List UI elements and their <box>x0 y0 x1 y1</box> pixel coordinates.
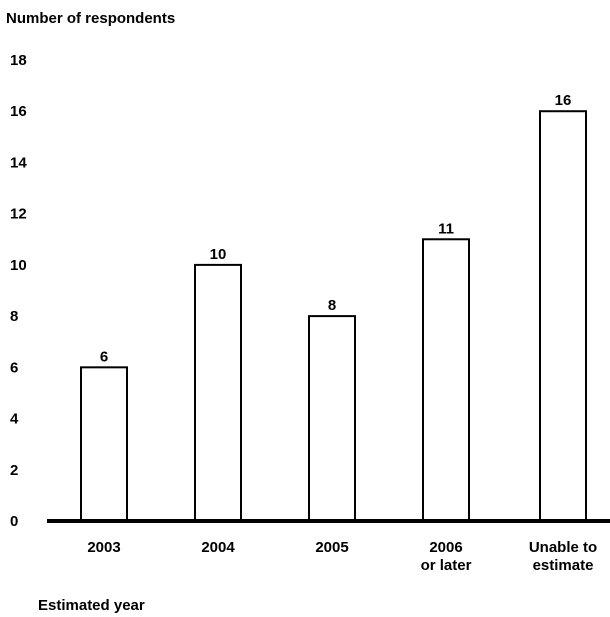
bar <box>422 238 470 522</box>
y-tick-label: 0 <box>10 513 18 530</box>
bar-value-label: 16 <box>555 92 572 109</box>
y-axis-title: Number of respondents <box>6 10 176 27</box>
y-tick-label: 4 <box>10 411 19 428</box>
y-tick-label: 18 <box>10 52 27 69</box>
x-tick-label: or later <box>421 557 472 574</box>
y-tick-label: 16 <box>10 103 27 120</box>
x-axis-title: Estimated year <box>38 597 145 614</box>
x-tick-label: 2005 <box>315 539 348 556</box>
bar-value-label: 8 <box>328 297 336 314</box>
y-tick-label: 8 <box>10 308 18 325</box>
y-tick-label: 2 <box>10 462 18 479</box>
x-tick-label: Unable to <box>529 539 597 556</box>
y-tick-label: 14 <box>10 154 27 171</box>
bar <box>194 263 242 522</box>
bar <box>308 315 356 522</box>
y-tick-label: 6 <box>10 359 18 376</box>
x-tick-label: estimate <box>533 557 594 574</box>
bar <box>80 366 128 523</box>
y-tick-label: 12 <box>10 206 27 223</box>
y-tick-label: 10 <box>10 257 27 274</box>
x-tick-label: 2004 <box>201 539 235 556</box>
bar <box>539 110 587 522</box>
bar-value-label: 11 <box>438 220 454 237</box>
x-tick-label: 2006 <box>429 539 462 556</box>
x-tick-label: 2003 <box>87 539 120 556</box>
bar-value-label: 6 <box>100 348 108 365</box>
bar-value-label: 10 <box>210 246 227 263</box>
